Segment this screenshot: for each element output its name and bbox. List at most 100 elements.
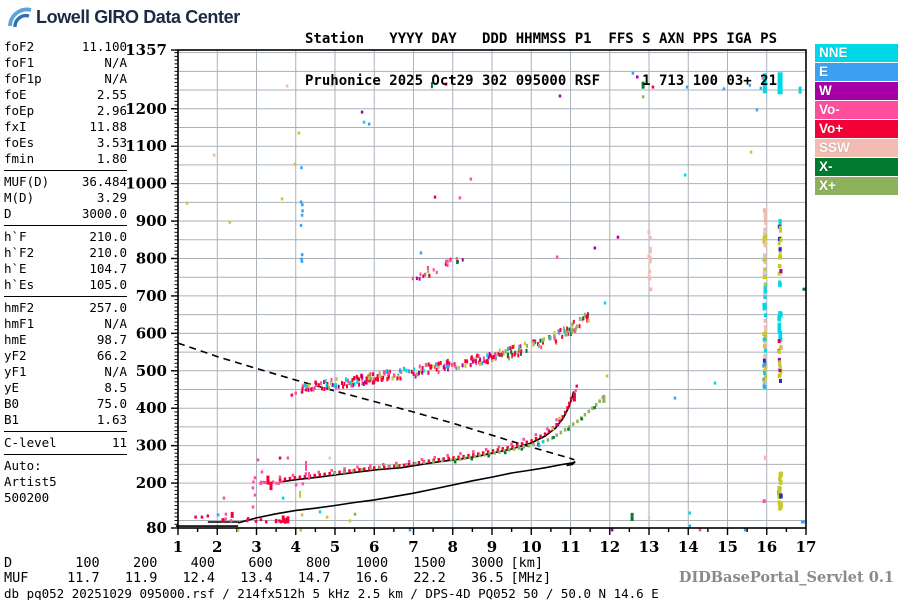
plot-frame — [177, 49, 807, 529]
dmuf-value: 11.9 — [124, 569, 158, 586]
param-row: h`E 104.7 — [4, 261, 127, 277]
param-row: yE 8.5 — [4, 380, 127, 396]
param-value: 8.5 — [104, 380, 127, 395]
x-tick-label: 6 — [369, 538, 379, 556]
x-tick-label: 4 — [291, 538, 301, 556]
param-row: fmin 1.80 — [4, 151, 127, 167]
dmuf-row: MUF 11.7 11.9 12.4 13.4 14.7 16.6 22.2 36.5 [MHz] — [4, 569, 552, 586]
x-tick-label: 17 — [796, 538, 817, 556]
param-row: h`F 210.0 — [4, 229, 127, 245]
param-value: 105.0 — [89, 277, 127, 292]
param-value: 98.7 — [96, 332, 127, 347]
x-tick-label: 15 — [717, 538, 738, 556]
param-label: B1 — [4, 412, 20, 427]
dmuf-unit: [km] — [510, 555, 544, 571]
parameter-panel: foF2 11.100 foF1 N/A foF1p N/A foE 2.55 foEp 2.96… — [4, 39, 127, 506]
param-value: 210.0 — [89, 245, 127, 260]
x-tick-label: 2 — [212, 538, 222, 556]
dmuf-value: 22.2 — [413, 569, 446, 586]
auto-scaler-line: Auto: — [4, 458, 42, 473]
legend-item-vo: Vo+ — [815, 120, 898, 138]
y-axis: 1357 1200 1100 1000 900 800 700 600 500 400 300 200… — [125, 41, 178, 537]
x-tick-label: 7 — [408, 538, 418, 556]
y-tick-label: 1357 — [125, 41, 167, 59]
legend-item-ssw: SSW — [815, 139, 898, 157]
logo-text: Lowell GIRO Data Center — [36, 6, 240, 27]
param-value: N/A — [104, 364, 127, 379]
f-trace-fit — [279, 391, 575, 483]
param-label: C-level — [4, 435, 57, 450]
dmuf-value: 1500 — [413, 555, 446, 571]
panel-separator — [4, 296, 127, 297]
x-tick-label: 10 — [521, 538, 542, 556]
x-tick-label: 13 — [639, 538, 660, 556]
legend-item-x: X+ — [815, 177, 898, 195]
header-values-line: Pruhonice 2025 Oct29 302 095000 RSF 1 71… — [305, 73, 778, 89]
legend-item-x: X- — [815, 158, 898, 176]
y-tick-label: 1000 — [125, 175, 167, 193]
servlet-version: DIDBasePortal_Servlet 0.1 — [678, 569, 894, 586]
dmuf-row-label: D — [4, 555, 13, 571]
param-label: foEs — [4, 135, 35, 150]
dmuf-value: 14.7 — [297, 569, 331, 586]
legend-item-e: E — [815, 63, 898, 81]
dmuf-table: D 100 200 400 600 800 1000 1500 3000 [km] MUF 11.7 1… — [4, 556, 551, 585]
param-label: foF2 — [4, 39, 35, 54]
panel-separator — [4, 225, 127, 226]
trace-echo-dots — [278, 395, 604, 482]
param-label: hmF1 — [4, 316, 35, 331]
param-label: h`E — [4, 261, 27, 276]
param-row: MUF(D) 36.484 — [4, 174, 127, 190]
param-label: foF1p — [4, 71, 42, 86]
dmuf-value: 16.6 — [355, 569, 389, 586]
x-tick-label: 1 — [173, 538, 183, 556]
param-value: 3000.0 — [81, 206, 127, 221]
param-label: fmin — [4, 151, 35, 166]
x-axis: 1 2 3 4 5 6 7 8 9 10 11 12 13 14 15 16 17 — [173, 528, 817, 556]
direction-legend: NNE E W Vo- Vo+ SSW X- X+ — [815, 44, 898, 196]
y-tick-label: 800 — [136, 249, 167, 267]
param-row: fxI 11.88 — [4, 119, 127, 135]
dmuf-value: 1000 — [355, 555, 389, 571]
param-value: 66.2 — [96, 348, 127, 363]
dmuf-value: 12.4 — [182, 569, 216, 586]
dmuf-value: 36.5 — [470, 569, 504, 586]
y-tick-label: 400 — [136, 399, 167, 417]
param-row: C-level 11 — [4, 435, 127, 451]
param-label: hmE — [4, 332, 27, 347]
logo: Lowell GIRO Data Center — [6, 3, 240, 31]
isolated-echo-dots — [185, 71, 806, 532]
param-label: hmF2 — [4, 300, 35, 315]
param-value: 3.29 — [96, 190, 127, 205]
param-row: foE 2.55 — [4, 87, 127, 103]
param-label: foF1 — [4, 55, 35, 70]
muf3000-curve — [177, 342, 575, 461]
param-value: 11.100 — [81, 39, 127, 54]
header-block: Station YYYY DAY DDD HHMMSS P1 FFS S AXN… — [305, 4, 777, 116]
param-value: 11 — [111, 435, 127, 450]
param-label: M(D) — [4, 190, 35, 205]
panel-separator — [4, 431, 127, 432]
param-row: hmF2 257.0 — [4, 300, 127, 316]
param-row: foEp 2.96 — [4, 103, 127, 119]
x-tick-label: 5 — [330, 538, 340, 556]
giro-wave-icon — [8, 7, 32, 28]
dmuf-value: 11.7 — [67, 569, 100, 586]
param-label: h`Es — [4, 277, 35, 292]
dmuf-value: 600 — [248, 555, 273, 571]
param-row: foF1p N/A — [4, 71, 127, 87]
param-row: foF2 11.100 — [4, 39, 127, 55]
legend-item-w: W — [815, 82, 898, 100]
param-row: M(D) 3.29 — [4, 190, 127, 206]
param-label: MUF(D) — [4, 174, 50, 189]
param-value: 1.63 — [96, 412, 127, 427]
x-tick-label: 14 — [678, 538, 699, 556]
param-row: foF1 N/A — [4, 55, 127, 71]
param-value: 36.484 — [81, 174, 127, 189]
param-row: h`Es 105.0 — [4, 277, 127, 293]
x-tick-label: 12 — [599, 538, 620, 556]
dmuf-value: 3000 — [470, 555, 504, 571]
dmuf-unit: [MHz] — [510, 569, 552, 586]
dmuf-value: 13.4 — [240, 569, 273, 586]
